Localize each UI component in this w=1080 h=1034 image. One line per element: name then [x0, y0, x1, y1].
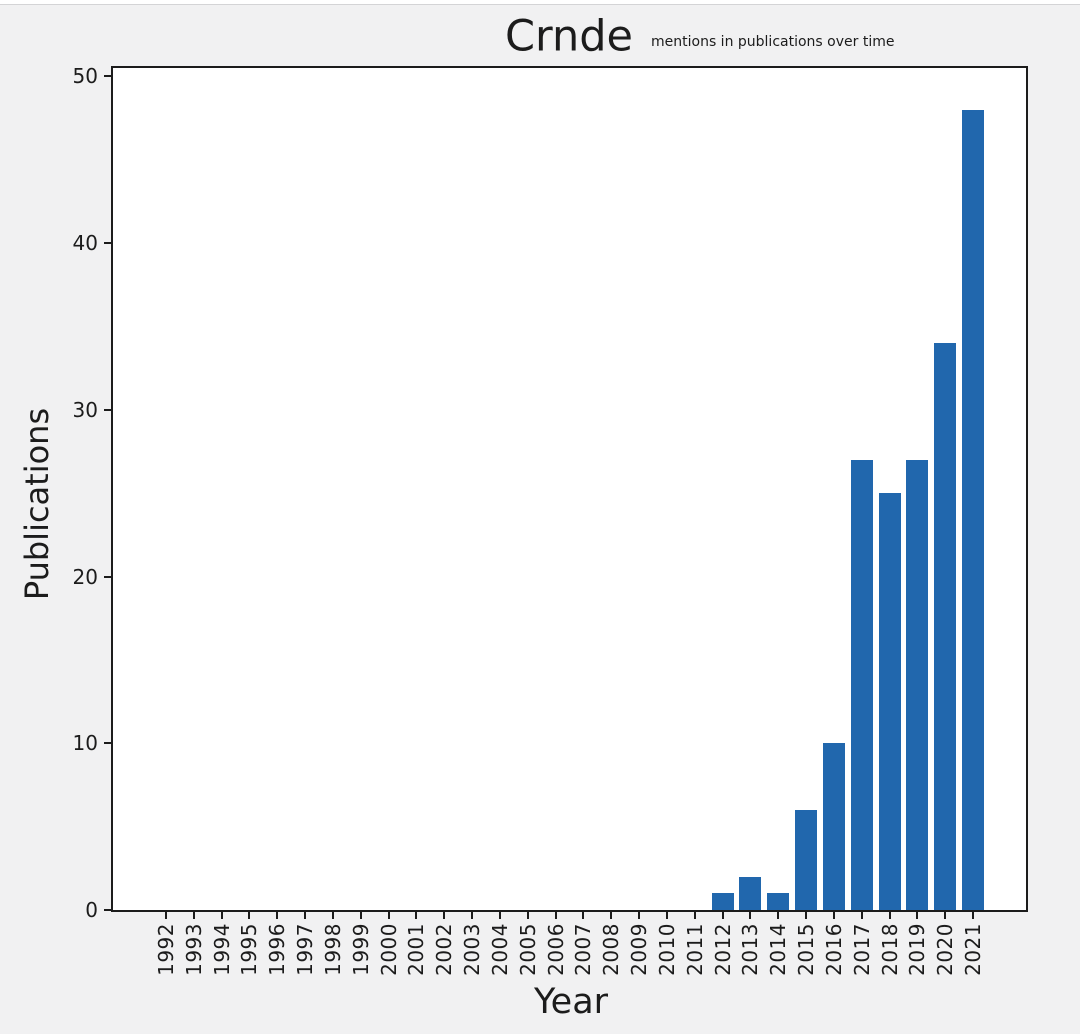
x-tick-label-2006: 2006: [543, 923, 568, 976]
x-tick-label-1993: 1993: [181, 923, 206, 976]
x-tick-mark: [331, 912, 334, 919]
x-tick-mark: [304, 912, 307, 919]
chart-title: Crnde: [505, 11, 633, 62]
bar-2021: [962, 109, 984, 910]
x-tick-label-2009: 2009: [627, 923, 652, 976]
bars-container: [113, 68, 1026, 910]
bar-2012: [711, 893, 734, 910]
x-tick-mark: [387, 912, 390, 919]
x-tick-mark: [749, 912, 752, 919]
y-tick-label: 20: [72, 564, 98, 589]
x-tick-label-2007: 2007: [571, 923, 596, 976]
x-tick-mark: [944, 912, 947, 919]
x-tick-label-2015: 2015: [794, 923, 819, 976]
y-tick-mark: [104, 408, 111, 411]
x-tick-mark: [415, 912, 418, 919]
x-tick-label-1997: 1997: [293, 923, 318, 976]
window-top-edge: [0, 0, 1080, 5]
x-tick-label-2019: 2019: [905, 923, 930, 976]
x-tick-label-2003: 2003: [460, 923, 485, 976]
y-tick-label: 10: [72, 731, 98, 756]
y-tick-label: 0: [85, 898, 98, 922]
y-tick-label: 40: [72, 231, 98, 256]
x-tick-label-2018: 2018: [877, 923, 902, 976]
x-tick-mark: [721, 912, 724, 919]
y-tick-mark: [104, 909, 111, 911]
bar-2016: [822, 743, 845, 910]
x-tick-mark: [471, 912, 474, 919]
x-tick-mark: [220, 912, 223, 919]
x-tick-label-2020: 2020: [933, 923, 958, 976]
x-tick-mark: [582, 912, 585, 919]
x-tick-label-2013: 2013: [738, 923, 763, 976]
x-tick-label-2001: 2001: [404, 923, 429, 976]
y-tick-mark: [104, 575, 111, 578]
bar-2019: [906, 459, 929, 910]
x-tick-mark: [610, 912, 613, 919]
y-tick-label: 50: [72, 64, 98, 89]
x-tick-label-1992: 1992: [154, 923, 178, 976]
x-tick-mark: [693, 912, 696, 919]
x-tick-mark: [805, 912, 808, 919]
x-tick-mark: [526, 912, 529, 919]
y-tick-label: 30: [72, 397, 98, 422]
x-tick-mark: [443, 912, 446, 919]
x-tick-mark: [777, 912, 780, 919]
x-tick-label-1999: 1999: [348, 923, 373, 976]
x-tick-mark: [498, 912, 501, 919]
bar-2014: [767, 893, 790, 910]
x-tick-label-2012: 2012: [710, 923, 735, 976]
x-tick-label-2010: 2010: [654, 923, 679, 976]
x-tick-label-2005: 2005: [515, 923, 540, 976]
x-tick-mark: [972, 912, 974, 919]
x-tick-label-2021: 2021: [961, 923, 985, 976]
y-tick-mark: [104, 242, 111, 245]
bar-2015: [795, 809, 818, 910]
x-tick-mark: [916, 912, 919, 919]
x-tick-label-1996: 1996: [265, 923, 290, 976]
plot-area: [111, 66, 1028, 912]
x-tick-label-2016: 2016: [821, 923, 846, 976]
x-tick-mark: [888, 912, 891, 919]
y-tick-mark: [104, 742, 111, 745]
x-tick-mark: [359, 912, 362, 919]
x-axis-label: Year: [533, 982, 609, 1022]
x-tick-label-2011: 2011: [682, 923, 707, 976]
x-tick-mark: [665, 912, 668, 919]
x-tick-mark: [832, 912, 835, 919]
bar-2013: [739, 876, 762, 910]
x-tick-mark: [248, 912, 251, 919]
x-tick-mark: [554, 912, 557, 919]
bar-2018: [878, 493, 901, 910]
x-tick-label-2008: 2008: [599, 923, 624, 976]
x-tick-label-1994: 1994: [209, 923, 234, 976]
bar-2017: [850, 459, 873, 910]
x-tick-label-2004: 2004: [487, 923, 512, 976]
x-tick-mark: [165, 912, 167, 919]
chart-subtitle: mentions in publications over time: [651, 34, 895, 50]
x-tick-mark: [638, 912, 641, 919]
x-tick-label-1998: 1998: [320, 923, 345, 976]
x-tick-label-2002: 2002: [432, 923, 457, 976]
x-tick-label-2000: 2000: [376, 923, 401, 976]
bar-2020: [934, 343, 957, 910]
x-tick-mark: [860, 912, 863, 919]
x-tick-mark: [192, 912, 195, 919]
x-tick-label-1995: 1995: [237, 923, 262, 976]
x-tick-label-2014: 2014: [766, 923, 791, 976]
x-tick-label-2017: 2017: [849, 923, 874, 976]
x-tick-mark: [276, 912, 279, 919]
y-tick-mark: [104, 75, 111, 78]
